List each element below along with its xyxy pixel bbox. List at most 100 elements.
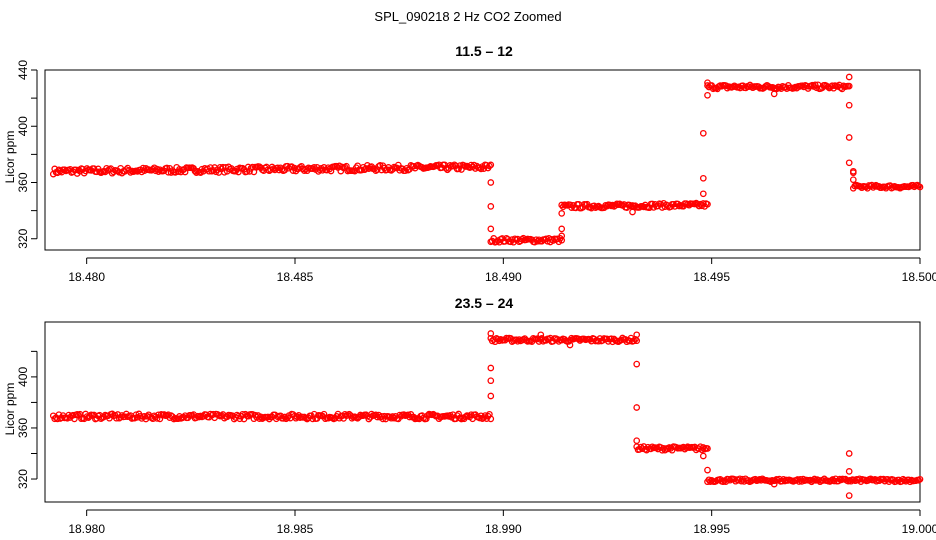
y-tick-label: 440 <box>16 60 30 80</box>
y-tick-label: 400 <box>16 367 30 387</box>
data-point <box>487 415 495 423</box>
data-point <box>486 162 493 170</box>
panel-bottom: 23.5 – 24 Licor ppm 18.980 18.985 18.990 18… <box>3 295 936 536</box>
x-tick-label: 18.490 <box>485 270 522 284</box>
data-point <box>442 164 450 172</box>
x-tick-label: 18.980 <box>68 522 105 536</box>
data-point <box>699 190 707 198</box>
plot-frame <box>44 69 921 251</box>
y-tick-label: 360 <box>16 418 30 438</box>
data-point <box>487 330 495 337</box>
data-point <box>193 169 200 176</box>
data-point <box>487 392 495 400</box>
data-point <box>633 360 641 368</box>
data-point <box>704 466 711 474</box>
figure-title: SPL_090218 2 Hz CO2 Zoomed <box>374 9 561 24</box>
data-point <box>704 82 711 89</box>
data-point <box>653 444 660 452</box>
data-point <box>845 73 853 81</box>
panel-title: 23.5 – 24 <box>455 295 514 311</box>
data-point <box>153 415 161 422</box>
x-tick-label: 18.485 <box>277 270 314 284</box>
data-point <box>566 341 574 349</box>
y-axis-label: Licor ppm <box>3 383 17 436</box>
data-point <box>467 411 475 419</box>
data-point <box>699 129 707 137</box>
data-point <box>845 159 853 167</box>
data-point <box>849 176 857 184</box>
data-point <box>163 164 171 172</box>
data-point <box>487 179 495 186</box>
x-tick-label: 18.985 <box>277 522 314 536</box>
y-axis-label: Licor ppm <box>3 131 17 184</box>
x-tick-label: 18.990 <box>485 522 522 536</box>
data-point <box>514 337 522 345</box>
data-point <box>487 364 495 372</box>
data-point <box>131 414 139 422</box>
data-point <box>113 414 120 422</box>
data-point <box>845 101 853 109</box>
data-point <box>534 237 541 245</box>
x-tick-label: 19.000 <box>902 522 936 536</box>
data-point <box>278 166 286 173</box>
x-tick-label: 18.495 <box>693 270 730 284</box>
data-point <box>633 437 641 445</box>
data-point <box>849 169 857 177</box>
data-point <box>365 415 373 423</box>
data-point <box>633 331 641 339</box>
data-point <box>487 161 495 169</box>
data-point <box>455 410 462 418</box>
data-point <box>770 90 778 98</box>
data-point <box>824 83 832 91</box>
data-point <box>180 413 188 421</box>
y-tick-label: 320 <box>16 228 30 248</box>
panel-title: 11.5 – 12 <box>455 43 513 59</box>
x-tick-label: 18.500 <box>902 270 936 284</box>
data-point <box>54 415 61 423</box>
data-point <box>537 331 545 339</box>
data-point <box>558 236 566 244</box>
data-series <box>49 330 924 499</box>
data-point <box>699 452 707 460</box>
panel-top: 11.5 – 12 Licor ppm 18.480 18.485 18.490 18… <box>3 43 936 284</box>
data-point <box>704 79 711 87</box>
data-point <box>704 445 711 452</box>
y-tick-label: 320 <box>16 469 30 489</box>
data-point <box>648 443 656 451</box>
data-point <box>916 183 924 191</box>
data-point <box>770 480 778 488</box>
data-point <box>664 445 672 453</box>
data-point <box>344 411 352 419</box>
data-point <box>462 413 469 421</box>
data-point <box>629 208 636 216</box>
x-tick-label: 18.995 <box>693 522 730 536</box>
data-point <box>487 225 495 233</box>
data-series <box>49 73 924 246</box>
data-point <box>487 203 495 210</box>
data-point <box>845 468 853 475</box>
data-point <box>279 415 287 422</box>
data-point <box>845 492 853 499</box>
data-point <box>633 404 641 411</box>
data-point <box>811 475 818 483</box>
data-point <box>487 377 495 385</box>
data-point <box>309 165 317 173</box>
data-point <box>699 174 707 182</box>
data-point <box>455 165 462 173</box>
data-point <box>699 444 707 451</box>
data-point <box>558 210 566 217</box>
plot-frame <box>44 321 921 503</box>
data-point <box>205 167 213 175</box>
data-point <box>558 232 566 240</box>
data-point <box>799 82 806 90</box>
data-point <box>704 200 711 208</box>
data-point <box>362 165 370 172</box>
data-point <box>916 475 924 483</box>
y-tick-label: 360 <box>16 172 30 192</box>
data-point <box>845 82 853 90</box>
data-point <box>845 134 853 141</box>
y-tick-label: 400 <box>16 116 30 136</box>
x-tick-label: 18.480 <box>68 270 105 284</box>
data-point <box>845 450 853 457</box>
